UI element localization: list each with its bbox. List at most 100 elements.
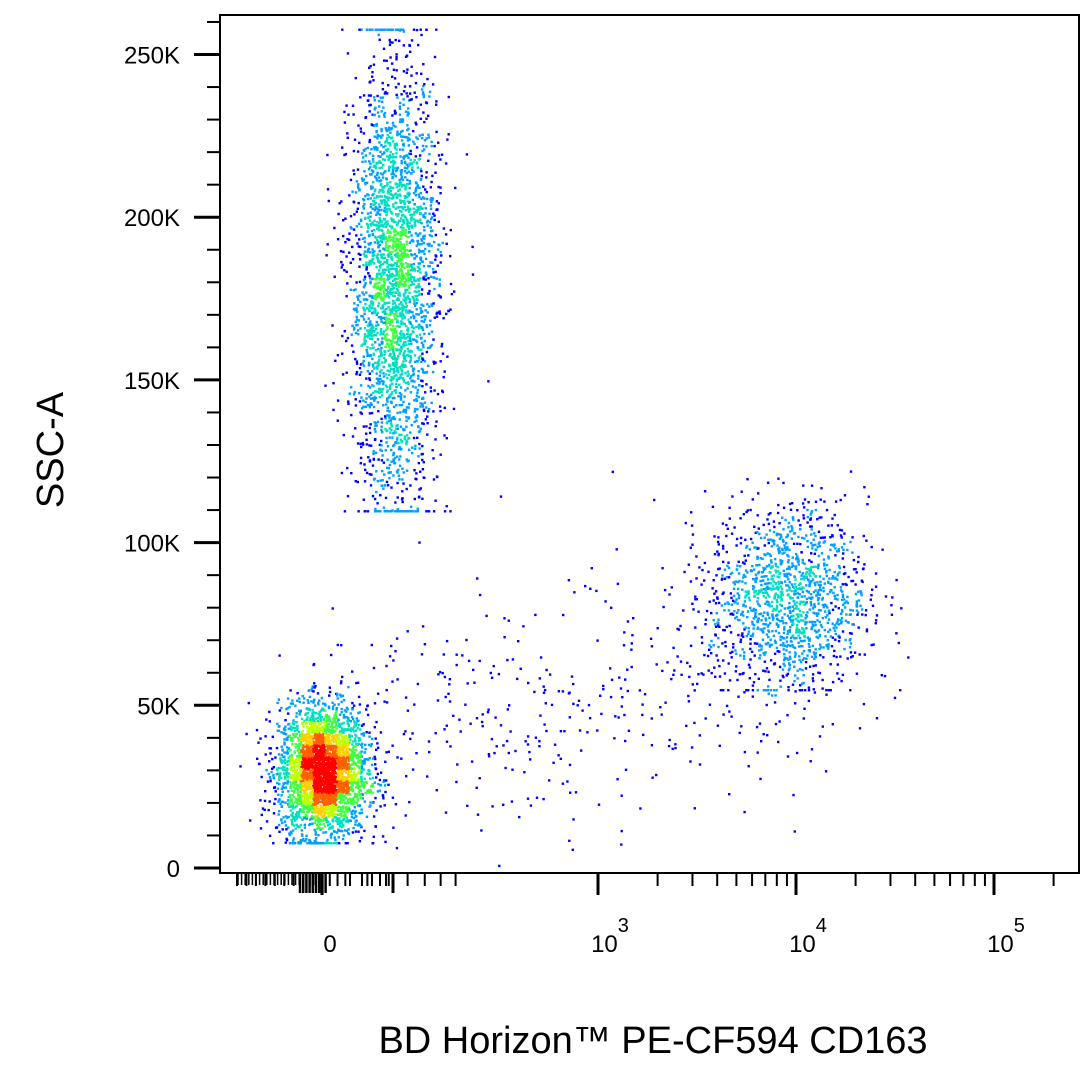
event-dot — [345, 706, 349, 710]
event-dot — [418, 134, 422, 137]
event-dot — [284, 815, 288, 818]
event-dot — [339, 801, 342, 805]
event-dot — [247, 701, 250, 705]
event-dot — [420, 88, 424, 91]
event-dot — [394, 28, 398, 31]
event-dot — [378, 249, 382, 253]
event-dot — [355, 210, 358, 213]
event-dot — [290, 754, 293, 758]
event-dot — [323, 765, 326, 768]
event-dot — [292, 839, 295, 842]
event-dot — [314, 763, 317, 766]
event-dot — [380, 444, 383, 447]
event-dot — [314, 837, 318, 840]
event-dot — [303, 782, 307, 785]
event-dot — [298, 758, 301, 761]
event-dot — [339, 695, 343, 698]
event-dot — [361, 343, 365, 346]
event-dot — [373, 755, 376, 759]
event-dot — [314, 833, 317, 836]
event-dot — [354, 810, 357, 813]
event-dot — [288, 803, 291, 806]
event-dot — [412, 276, 415, 279]
event-dot — [389, 379, 393, 382]
event-dot — [294, 778, 297, 782]
event-dot — [285, 769, 288, 773]
event-dot — [364, 405, 367, 408]
event-dot — [358, 373, 362, 376]
event-dot — [264, 790, 267, 793]
event-dot — [404, 176, 407, 179]
event-dot — [323, 786, 326, 790]
event-dot — [365, 255, 368, 259]
event-dot — [319, 764, 322, 767]
event-dot — [300, 795, 303, 799]
event-dot — [426, 311, 429, 314]
event-dot — [399, 350, 403, 353]
event-dot — [317, 773, 320, 777]
event-dot — [414, 510, 417, 513]
event-dot — [365, 443, 369, 446]
event-dot — [308, 785, 311, 788]
event-dot — [328, 827, 331, 830]
event-dot — [367, 789, 370, 792]
event-dot — [427, 292, 430, 295]
event-dot — [319, 768, 322, 771]
event-dot — [386, 67, 389, 70]
event-dot — [395, 284, 398, 287]
event-dot — [399, 237, 403, 240]
event-dot — [386, 327, 389, 330]
event-dot — [396, 287, 399, 291]
event-dot — [328, 813, 331, 816]
event-dot — [292, 770, 295, 773]
event-dot — [399, 411, 402, 414]
event-dot — [433, 214, 436, 217]
event-dot — [314, 742, 317, 745]
event-dot — [311, 786, 314, 789]
event-dot — [392, 474, 395, 477]
event-dot — [330, 789, 334, 792]
event-dot — [331, 736, 335, 740]
event-dot — [314, 842, 317, 845]
event-dot — [367, 263, 370, 267]
event-dot — [377, 390, 380, 393]
event-dot — [285, 736, 289, 740]
event-dot — [277, 813, 280, 816]
event-dot — [327, 766, 331, 769]
event-dot — [341, 675, 344, 679]
event-dot — [376, 257, 379, 260]
event-dot — [356, 799, 359, 802]
event-dot — [379, 253, 382, 256]
event-dot — [299, 784, 302, 787]
event-dot — [398, 478, 401, 481]
event-dot — [422, 214, 425, 217]
event-dot — [342, 713, 346, 717]
event-dot — [369, 202, 373, 206]
event-dot — [327, 739, 330, 742]
event-dot — [305, 755, 308, 758]
event-dot — [318, 762, 321, 766]
event-dot — [321, 798, 324, 802]
event-dot — [370, 742, 373, 746]
event-dot — [408, 510, 411, 513]
event-dot — [340, 727, 344, 731]
event-dot — [403, 170, 407, 173]
event-dot — [346, 769, 350, 772]
event-dot — [393, 144, 397, 148]
event-dot — [370, 473, 373, 476]
event-dot — [351, 743, 354, 746]
event-dot — [345, 371, 348, 374]
event-dot — [270, 770, 273, 774]
event-dot — [370, 763, 374, 767]
event-dot — [391, 176, 394, 180]
event-dot — [413, 91, 416, 94]
event-dot — [310, 723, 313, 726]
event-dot — [385, 312, 389, 316]
event-dot — [302, 800, 306, 803]
event-dot — [363, 338, 366, 341]
event-dot — [330, 731, 333, 735]
event-dot — [365, 758, 368, 761]
event-dot — [398, 306, 401, 310]
event-dot — [402, 482, 405, 485]
event-dot — [390, 217, 393, 220]
